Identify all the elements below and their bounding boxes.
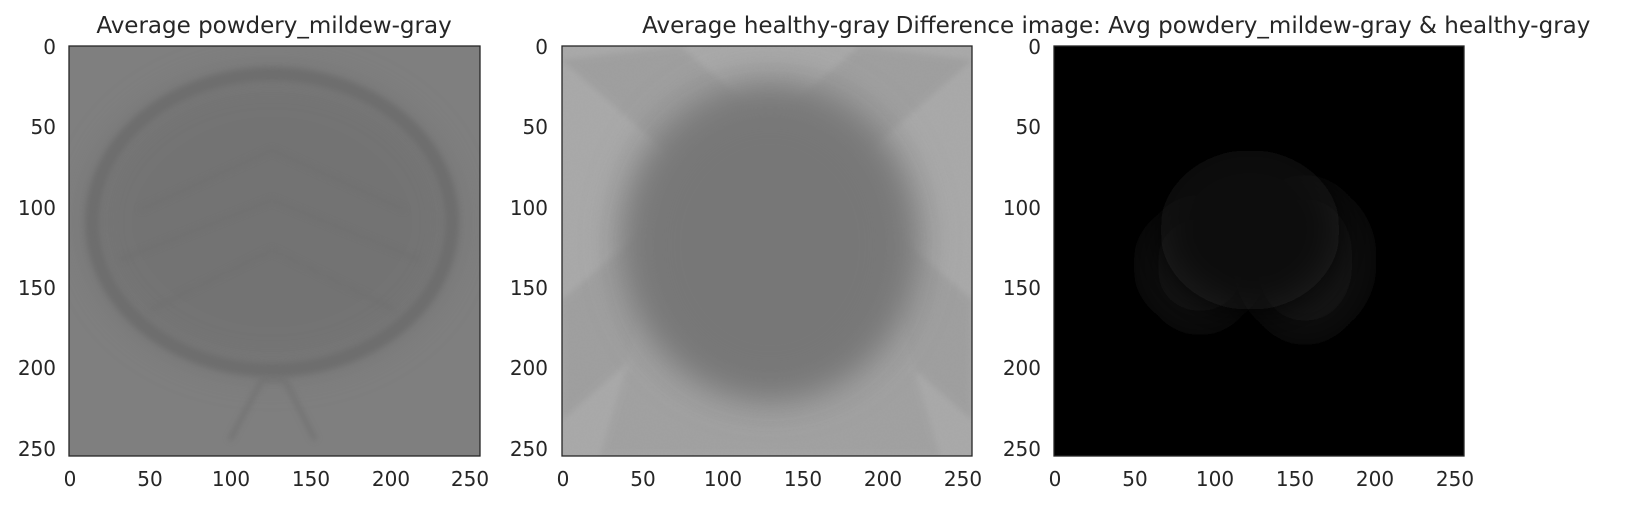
axes-frame-difference <box>1053 45 1465 457</box>
x-tick: 100 <box>704 467 742 491</box>
x-tick: 200 <box>1356 467 1394 491</box>
y-tick: 0 <box>1028 35 1041 59</box>
panel-title-powdery-mildew: Average powdery_mildew-gray <box>96 13 451 39</box>
x-tick: 50 <box>630 467 655 491</box>
x-tick: 0 <box>557 467 570 491</box>
x-tick: 250 <box>451 467 489 491</box>
x-tick: 200 <box>864 467 902 491</box>
image-average-healthy <box>562 46 972 456</box>
y-tick: 200 <box>510 356 548 380</box>
y-tick: 100 <box>510 196 548 220</box>
x-tick: 0 <box>64 467 77 491</box>
y-tick: 150 <box>1003 276 1041 300</box>
y-tick: 50 <box>1016 115 1041 139</box>
y-tick: 50 <box>31 115 56 139</box>
x-tick: 100 <box>1196 467 1234 491</box>
x-tick: 200 <box>372 467 410 491</box>
y-tick: 150 <box>18 276 56 300</box>
x-tick: 250 <box>944 467 982 491</box>
x-tick: 150 <box>1276 467 1314 491</box>
x-tick: 50 <box>137 467 162 491</box>
panel-title-healthy: Average healthy-gray <box>642 13 890 39</box>
y-tick: 0 <box>43 35 56 59</box>
panel-healthy: Average healthy-gray 0 50 100 150 200 25… <box>510 13 982 491</box>
panel-powdery-mildew: Average powdery_mildew-gray 0 50 <box>18 13 489 491</box>
image-difference <box>1054 46 1464 456</box>
y-tick: 250 <box>510 437 548 461</box>
panel-title-difference: Difference image: Avg powdery_mildew-gra… <box>896 13 1591 39</box>
x-tick: 150 <box>292 467 330 491</box>
x-tick: 250 <box>1436 467 1474 491</box>
y-tick: 250 <box>18 437 56 461</box>
y-tick: 150 <box>510 276 548 300</box>
x-tick: 150 <box>784 467 822 491</box>
y-tick: 50 <box>523 115 548 139</box>
y-tick: 200 <box>1003 356 1041 380</box>
x-tick: 0 <box>1049 467 1062 491</box>
axes-frame-healthy <box>561 45 973 457</box>
y-tick: 250 <box>1003 437 1041 461</box>
panel-difference: Difference image: Avg powdery_mildew-gra… <box>896 13 1591 491</box>
x-tick: 100 <box>212 467 250 491</box>
axes-frame-powdery-mildew <box>68 45 481 457</box>
y-tick: 0 <box>535 35 548 59</box>
y-tick: 100 <box>1003 196 1041 220</box>
y-tick: 200 <box>18 356 56 380</box>
y-tick: 100 <box>18 196 56 220</box>
image-average-powdery-mildew <box>69 46 480 456</box>
x-tick: 50 <box>1122 467 1147 491</box>
